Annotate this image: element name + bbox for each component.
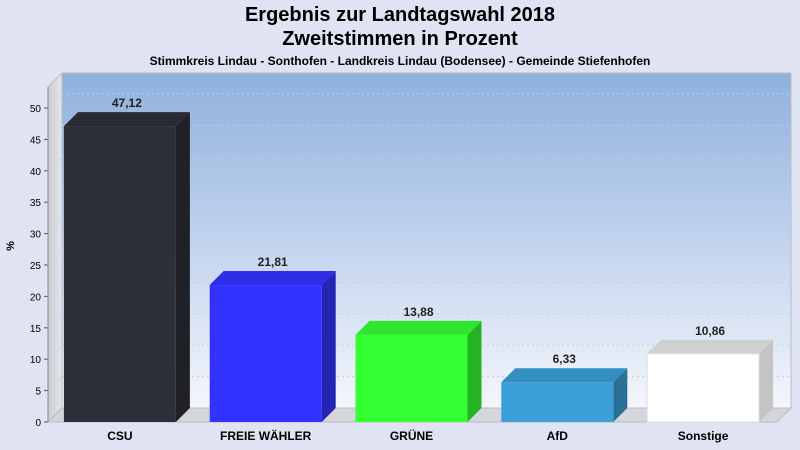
chart-title-line2: Zweitstimmen in Prozent (282, 28, 518, 50)
bar-front (63, 126, 176, 423)
grid-line-side (47, 125, 63, 140)
y-tick-label: 5 (35, 387, 41, 398)
x-tick-label: CSU (107, 429, 132, 443)
bar-3: 13,88 (355, 305, 482, 422)
grid-line-side (47, 156, 63, 172)
bar-top (647, 339, 774, 354)
grid-line-side (47, 219, 63, 234)
bar-top (355, 320, 482, 335)
bar-2: 21,81 (209, 255, 336, 422)
bar-front (355, 334, 468, 422)
bar-side (175, 112, 190, 423)
chart-subtitle: Stimmkreis Lindau - Sonthofen - Landkrei… (149, 54, 651, 68)
y-tick-label: 25 (30, 261, 42, 272)
bar-top (501, 368, 628, 383)
y-tick-label: 40 (30, 167, 42, 178)
bar-top (63, 112, 190, 127)
bar-front (646, 353, 760, 423)
y-tick-label: 35 (30, 198, 42, 209)
bar-value-label: 10,86 (695, 324, 725, 338)
grid-line-side (47, 344, 63, 360)
x-tick-label: Sonstige (678, 429, 729, 443)
bar-side (759, 339, 774, 422)
chart-title: Ergebnis zur Landtagswahl 2018 (244, 4, 556, 26)
bar-front (501, 382, 614, 422)
grid-line-side (47, 313, 63, 329)
grid-line-side (47, 187, 63, 203)
y-tick-label: 10 (30, 355, 42, 366)
y-axis-label: % (4, 241, 17, 251)
bar-front (209, 285, 322, 422)
bar-value-label: 6,33 (553, 352, 577, 366)
bar-1: 47,12 (63, 96, 190, 423)
y-tick-label: 15 (30, 324, 42, 335)
bar-value-label: 47,12 (112, 96, 142, 110)
grid-line-side (47, 376, 63, 391)
bar-4: 6,33 (501, 352, 628, 422)
y-tick-label: 30 (30, 230, 42, 241)
x-tick-label: AfD (547, 429, 569, 443)
bar-side (321, 271, 336, 422)
bar-top (209, 271, 336, 286)
bar-5: 10,86 (646, 324, 774, 423)
grid-line-side (47, 93, 63, 109)
left-wall (47, 71, 63, 424)
x-tick-label: FREIE WÄHLER (220, 428, 312, 443)
x-tick-label: GRÜNE (390, 428, 433, 443)
bar-value-label: 21,81 (258, 255, 288, 269)
grid-line-side (47, 250, 63, 266)
bar-side (613, 368, 628, 422)
bar-side (467, 320, 482, 422)
grid-line-side (47, 282, 63, 297)
y-tick-label: 45 (30, 135, 42, 146)
y-tick-label: 20 (30, 292, 42, 303)
y-tick-label: 50 (30, 104, 42, 115)
y-tick-label: 0 (35, 418, 41, 429)
bar-value-label: 13,88 (403, 305, 433, 319)
